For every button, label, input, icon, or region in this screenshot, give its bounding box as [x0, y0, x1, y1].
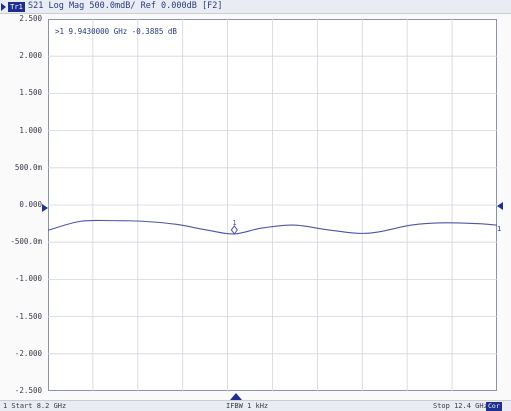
y-tick-label: -500.0m: [10, 237, 42, 247]
y-tick-label: 1.500: [19, 88, 42, 98]
stop-frequency[interactable]: Stop 12.4 GHz: [433, 402, 488, 410]
reference-level-left-arrow-icon[interactable]: [42, 204, 48, 212]
trace-header: Tr1 S21 Log Mag 500.0mdB/ Ref 0.000dB [F…: [0, 0, 511, 14]
trace-line: [47, 219, 498, 235]
correction-badge[interactable]: Cor: [486, 402, 502, 411]
ifbw-value[interactable]: IFBW 1 kHz: [226, 402, 269, 410]
reference-level-right-arrow-icon[interactable]: [497, 202, 503, 210]
status-bar: 1 Start 8.2 GHz IFBW 1 kHz Stop 12.4 GHz…: [0, 400, 511, 411]
start-frequency[interactable]: 1 Start 8.2 GHz: [3, 402, 67, 410]
trace-end-label: 1: [497, 225, 502, 233]
y-tick-label: -2.000: [14, 348, 42, 358]
y-tick-label-reference: 0.000: [19, 200, 42, 209]
y-tick-label: -1.000: [14, 274, 42, 284]
y-tick-label: -2.500: [14, 386, 42, 395]
trace-badge[interactable]: Tr1: [8, 2, 25, 12]
y-tick-label: 2.500: [19, 14, 42, 23]
grid: [48, 19, 497, 391]
y-tick-label: 1.000: [19, 125, 42, 135]
marker-symbol-icon: [230, 225, 238, 235]
y-tick-label: 500.0m: [14, 162, 42, 172]
y-tick-label: 2.000: [19, 51, 42, 61]
y-tick-label: -1.500: [14, 311, 42, 321]
marker-number: 1: [232, 219, 236, 227]
marker-1[interactable]: 1: [230, 219, 238, 235]
active-trace-arrow-icon: [1, 3, 6, 11]
center-frequency-triangle-icon: [230, 393, 242, 400]
trace-info: S21 Log Mag 500.0mdB/ Ref 0.000dB [F2]: [28, 1, 223, 11]
marker-readout: >1 9.9430000 GHz -0.3885 dB: [55, 27, 177, 36]
